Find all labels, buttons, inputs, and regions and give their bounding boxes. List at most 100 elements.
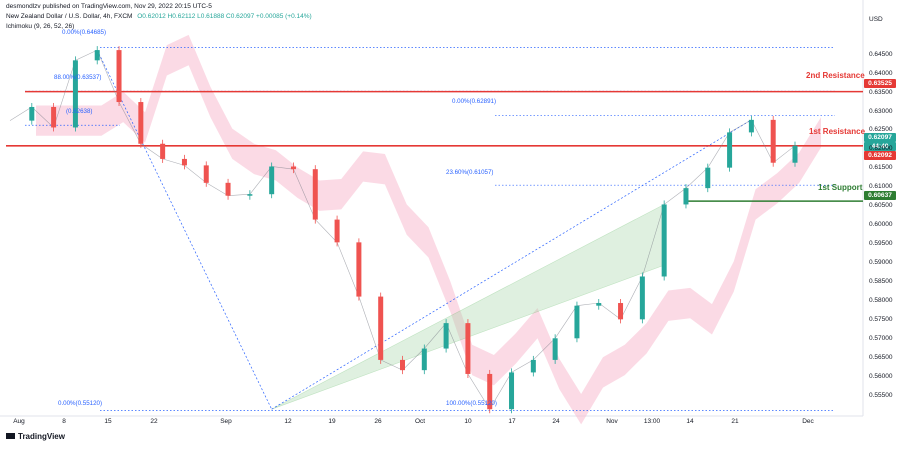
fib-label-88: 88.00%(0.63537): [54, 74, 102, 81]
candle-body: [269, 166, 275, 195]
y-tick-label: 0.57500: [869, 316, 893, 324]
candle-body: [530, 359, 536, 373]
candle-body: [138, 102, 144, 144]
resistance-low-tag: 0.62092: [864, 151, 896, 160]
candle-body: [421, 348, 427, 371]
candle-body: [334, 219, 340, 243]
downtrend-line: [96, 49, 272, 410]
y-tick-label: 0.58000: [869, 297, 893, 305]
x-tick-label: 14: [686, 418, 694, 425]
uptrend-line: [271, 119, 752, 410]
candle-body: [748, 119, 754, 133]
ohlc-values: O0.62012 H0.62112 L0.61888 C0.62097 +0.0…: [137, 13, 312, 20]
candle-body: [94, 50, 100, 61]
symbol-line: New Zealand Dollar / U.S. Dollar, 4h, FX…: [6, 13, 315, 20]
y-tick-label: 0.62000: [869, 145, 893, 153]
y-tick-label: 0.63000: [869, 107, 893, 115]
x-tick-label: 8: [62, 418, 66, 425]
candle-body: [683, 188, 689, 205]
y-tick-label: 0.61500: [869, 164, 893, 172]
candle-body: [247, 194, 253, 196]
candle-body: [160, 143, 166, 159]
candle-body: [116, 50, 122, 103]
ichimoku-cloud: [36, 34, 821, 425]
candle-body: [487, 373, 493, 410]
candle-body: [705, 167, 711, 189]
x-tick-label: 17: [508, 418, 516, 425]
y-tick-label: 0.63500: [869, 88, 893, 96]
candle-body: [378, 296, 384, 360]
x-tick-label: 21: [731, 418, 739, 425]
candle-body: [727, 132, 733, 168]
first-support-tag: 0.60637: [864, 191, 896, 200]
candle-body: [509, 372, 515, 410]
x-tick-label: Nov: [606, 418, 618, 425]
y-tick-label: 0.64500: [869, 50, 893, 58]
candle-body: [181, 158, 187, 166]
candle-body: [203, 165, 209, 183]
candle-body: [290, 166, 296, 170]
y-tick-label: 0.60500: [869, 202, 893, 210]
publisher-line: desmondlzv published on TradingView.com,…: [6, 3, 212, 10]
x-tick-label: 12: [284, 418, 292, 425]
y-tick-label: 0.58500: [869, 278, 893, 286]
candle-body: [574, 305, 580, 339]
x-tick-label: 10: [464, 418, 472, 425]
candle-body: [770, 119, 776, 163]
x-tick-label: Aug: [13, 418, 25, 425]
y-tick-label: 0.64000: [869, 69, 893, 77]
y-tick-label: 0.59500: [869, 240, 893, 248]
candle-body: [552, 338, 558, 360]
candle-body: [792, 145, 798, 163]
candle-body: [465, 323, 471, 374]
fib-label-236: 23.60%(0.61057): [446, 169, 494, 176]
x-tick-label: 24: [552, 418, 560, 425]
x-tick-label: Dec: [802, 418, 814, 425]
fib-label-100: 100.00%(0.55120): [446, 400, 497, 407]
tradingview-logo-icon: [6, 433, 15, 439]
y-tick-label: 0.55500: [869, 391, 893, 399]
candle-body: [312, 169, 318, 220]
candle-body: [618, 303, 624, 320]
countdown-tag: 44:40: [864, 142, 896, 151]
y-tick-label: 0.62500: [869, 126, 893, 134]
candle-body: [29, 106, 35, 121]
x-tick-label: 13:00: [643, 418, 661, 425]
candle-body: [356, 242, 362, 297]
x-tick-label: 22: [150, 418, 158, 425]
candle-body: [443, 323, 449, 349]
tradingview-logo-text: TradingView: [18, 432, 65, 441]
x-tick-label: 15: [104, 418, 112, 425]
x-tick-label: 26: [374, 418, 382, 425]
candle-body: [661, 204, 667, 277]
tradingview-logo[interactable]: TradingView: [6, 432, 65, 441]
y-tick-label: 0.56500: [869, 354, 893, 361]
candle-body: [639, 276, 645, 320]
candle-body: [400, 359, 405, 371]
candle-body: [51, 106, 57, 128]
x-tick-label: Oct: [414, 418, 426, 425]
second-resistance-label: 2nd Resistance: [806, 71, 865, 80]
y-tick-label: 0.60000: [869, 221, 893, 229]
candle-body: [72, 60, 78, 128]
candle-body: [225, 182, 231, 196]
indicator-name[interactable]: Ichimoku (9, 26, 52, 26): [6, 23, 75, 30]
y-tick-label: 0.57000: [869, 335, 893, 343]
currency-label: USD: [869, 16, 883, 23]
y-tick-label: 0.61000: [869, 183, 893, 191]
x-tick-label: Sep: [220, 418, 232, 425]
first-resistance-label: 1st Resistance: [809, 127, 866, 136]
symbol-name: New Zealand Dollar / U.S. Dollar, 4h, FX…: [6, 13, 133, 20]
fib-label-top: 0.00%(0.64685): [62, 29, 107, 36]
second-resistance-tag: 0.63525: [864, 79, 896, 88]
y-tick-label: 0.56000: [869, 372, 893, 380]
fib-label-mid: (0.62638): [66, 108, 93, 115]
fib-label-recent: 0.00%(0.62891): [452, 98, 497, 105]
fib-label-bottom: 0.00%(0.55120): [58, 400, 103, 407]
candle-body: [596, 303, 602, 306]
y-tick-label: 0.59000: [869, 259, 893, 267]
x-tick-label: 19: [328, 418, 336, 425]
first-support-label: 1st Support: [818, 183, 863, 192]
